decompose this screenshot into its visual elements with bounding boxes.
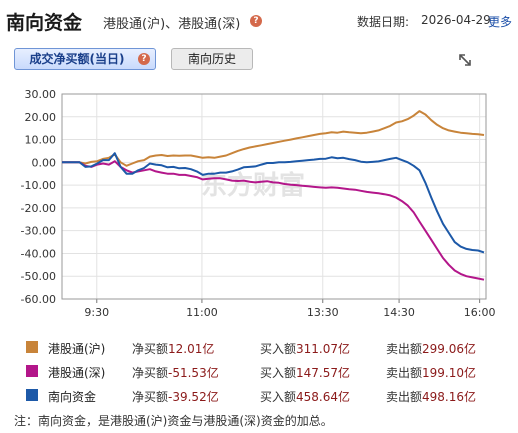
tab-net-buy-today-label: 成交净买额(当日): [29, 52, 125, 66]
watermark-text: 东方财富: [201, 170, 305, 201]
legend-series-name: 南向资金: [48, 390, 97, 404]
buy-label: 买入额: [260, 366, 297, 380]
x-tick-label: 13:30: [307, 306, 339, 319]
legend-swatch: [26, 341, 38, 353]
y-tick-label: -10.00: [21, 179, 56, 192]
y-tick-label: -30.00: [21, 225, 56, 238]
sell-label: 卖出额: [386, 390, 423, 404]
legend-row: 港股通(深) 净买额-51.53亿 买入额147.57亿 卖出额199.10亿: [20, 362, 500, 382]
more-link[interactable]: 更多: [488, 15, 513, 29]
legend-sell: 卖出额199.10亿: [386, 364, 476, 381]
buy-value: 311.07亿: [296, 342, 351, 356]
tab-southbound-history[interactable]: 南向历史: [171, 48, 253, 70]
expand-icon[interactable]: [455, 50, 475, 70]
legend-series-name: 港股通(沪): [48, 342, 106, 356]
help-icon[interactable]: ?: [138, 53, 150, 65]
y-tick-label: 30.00: [25, 88, 57, 101]
legend-swatch: [26, 389, 38, 401]
x-tick-label: 11:00: [186, 306, 218, 319]
page-subtitle: 港股通(沪)、港股通(深): [103, 17, 241, 32]
x-tick-label: 9:30: [84, 306, 109, 319]
legend-sell: 卖出额498.16亿: [386, 388, 476, 405]
page-header: 南向资金 港股通(沪)、港股通(深) ? 数据日期: 2026-04-29 更多: [6, 4, 512, 36]
y-tick-label: 10.00: [25, 134, 57, 147]
legend-net-buy: 净买额-51.53亿: [132, 364, 219, 381]
buy-value: 147.57亿: [296, 366, 351, 380]
legend-sell: 卖出额299.06亿: [386, 340, 476, 357]
net-buy-line-chart: 30.00 20.00 10.00 0.00 -10.00 -20.00 -30.00 -40…: [21, 88, 496, 319]
x-tick-label: 16:00: [464, 306, 496, 319]
legend-row: 港股通(沪) 净买额12.01亿 买入额311.07亿 卖出额299.06亿: [20, 338, 500, 358]
y-tick-label: -40.00: [21, 247, 56, 260]
y-tick-label: 0.00: [32, 156, 57, 169]
buy-label: 买入额: [260, 342, 297, 356]
plot-area: [61, 93, 487, 300]
legend-swatch: [26, 365, 38, 377]
y-tick-label: -50.00: [21, 270, 56, 283]
sell-value: 498.16亿: [422, 390, 477, 404]
plot-border: [61, 93, 487, 300]
series-line-0: [62, 110, 485, 167]
sell-label: 卖出额: [386, 366, 423, 380]
net-buy-value: -39.52亿: [168, 390, 219, 404]
info-icon[interactable]: ?: [250, 15, 262, 27]
legend-net-buy: 净买额12.01亿: [132, 340, 214, 357]
legend-buy: 买入额458.64亿: [260, 388, 350, 405]
sell-value: 199.10亿: [422, 366, 477, 380]
tab-southbound-history-label: 南向历史: [187, 52, 236, 66]
legend-buy: 买入额311.07亿: [260, 340, 350, 357]
net-buy-value: 12.01亿: [168, 342, 215, 356]
sell-label: 卖出额: [386, 342, 423, 356]
legend-series-name: 港股通(深): [48, 366, 106, 380]
y-tick-label: 20.00: [25, 111, 57, 124]
footnote: 注：南向资金，是港股通(沪)资金与港股通(深)资金的加总。: [14, 414, 333, 428]
page-title: 南向资金: [6, 12, 83, 34]
net-buy-label: 净买额: [132, 366, 169, 380]
buy-value: 458.64亿: [296, 390, 351, 404]
date-value: 2026-04-29: [421, 13, 491, 27]
net-buy-label: 净买额: [132, 390, 169, 404]
legend-buy: 买入额147.57亿: [260, 364, 350, 381]
series-line-2: [62, 152, 485, 254]
net-buy-value: -51.53亿: [168, 366, 219, 380]
tab-net-buy-today[interactable]: 成交净买额(当日) ?: [14, 48, 156, 70]
date-label: 数据日期:: [357, 15, 410, 29]
sell-value: 299.06亿: [422, 342, 477, 356]
y-tick-label: -60.00: [21, 293, 56, 306]
x-tick-label: 14:30: [383, 306, 415, 319]
net-buy-label: 净买额: [132, 342, 169, 356]
legend-net-buy: 净买额-39.52亿: [132, 388, 219, 405]
y-tick-label: -20.00: [21, 202, 56, 215]
buy-label: 买入额: [260, 390, 297, 404]
legend-row: 南向资金 净买额-39.52亿 买入额458.64亿 卖出额498.16亿: [20, 386, 500, 406]
